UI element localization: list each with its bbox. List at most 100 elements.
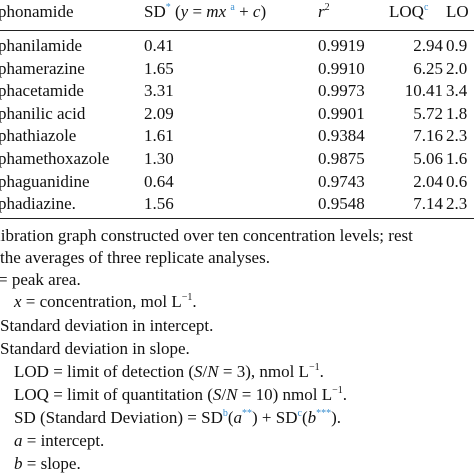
compound-name: phanilic acid [0, 103, 86, 123]
loq-value: 2.94 [413, 36, 443, 55]
header-lod: LO [446, 2, 469, 21]
note-lod-n: N [207, 362, 219, 381]
table-row: phanilic acid 2.09 0.9901 5.72 1.8 [0, 102, 474, 126]
table-row: phacetamide 3.31 0.9973 10.41 3.4 [0, 79, 474, 103]
note-calibration-text: libration graph constructed over ten con… [0, 226, 413, 245]
r2-value: 0.9875 [318, 149, 365, 168]
compound-name: phamerazine [0, 58, 85, 78]
lod-value: 0.9 [446, 36, 468, 55]
compound-name: phamethoxazole [0, 149, 110, 168]
table-header-row: phonamide SD* (y = mx a + c) r2 LOQc LO [0, 0, 474, 24]
loq-value: 2.04 [413, 171, 443, 191]
table-row: phamethoxazole 1.30 0.9875 5.06 1.6 [0, 147, 474, 171]
note-loq-end: . [342, 385, 347, 404]
r2-value: 0.9384 [318, 126, 365, 146]
note-sd-slope-text: Standard deviation in slope. [0, 339, 190, 358]
note-sd-intercept-text: Standard deviation in intercept. [0, 316, 214, 335]
note-peak-area-text: = peak area. [0, 270, 81, 289]
header-eq-plus: + [234, 2, 253, 21]
r2-value: 0.9919 [318, 36, 365, 55]
compound-name: phaguanidine [0, 171, 90, 191]
note-loq-slash: / [221, 385, 227, 404]
note-loq: LOQ = limit of quantitation (S/N = 10) n… [14, 383, 347, 407]
table-bottom-rule [0, 218, 474, 219]
note-sd-intercept: Standard deviation in intercept. [0, 314, 213, 338]
lod-value: 1.8 [446, 103, 468, 123]
header-eq-close: ) [260, 2, 267, 21]
note-intercept: a = intercept. [14, 429, 104, 453]
note-sd-a: SD (Standard Deviation) = SD [14, 408, 223, 427]
header-rule [0, 30, 474, 31]
note-concentration-var: x [14, 292, 22, 311]
table-row: phamerazine 1.65 0.9910 6.25 2.0 [0, 57, 474, 81]
note-loq-exp: −1 [332, 385, 343, 396]
note-lod-b: = 3), nmol L [218, 362, 309, 381]
compound-name: phathiazole [0, 126, 77, 146]
r2-value: 0.9973 [318, 81, 365, 101]
note-sd-stars-2[interactable]: ** [242, 408, 253, 419]
table-row: phadiazine. 1.56 0.9548 7.14 2.3 [0, 192, 474, 216]
header-sd-footnote-marker[interactable]: * [165, 2, 171, 13]
sd-value: 1.56 [144, 194, 174, 214]
sd-value: 0.64 [144, 171, 174, 191]
loq-value: 7.14 [413, 194, 443, 214]
table-row: phathiazole 1.61 0.9384 7.16 2.3 [0, 124, 474, 148]
note-sd-d: ) + SD [252, 408, 298, 427]
note-sd-stars-3[interactable]: *** [316, 408, 332, 419]
note-peak-area: = peak area. [0, 268, 81, 292]
note-sd-a-var: a [233, 408, 243, 427]
note-intercept-text: = intercept. [22, 431, 105, 450]
note-slope-text: = slope. [22, 454, 81, 473]
note-concentration: x = concentration, mol L−1. [14, 290, 197, 314]
note-lod-end: . [319, 362, 324, 381]
header-sd-equation: SD* (y = mx a + c) [144, 0, 266, 27]
table-row: phaguanidine 0.64 0.9743 2.04 0.6 [0, 170, 474, 194]
note-sd-end: ). [331, 408, 342, 427]
note-lod-a: LOD = limit of detection ( [14, 362, 195, 381]
note-slope: b = slope. [14, 452, 81, 474]
r2-value: 0.9548 [318, 194, 365, 214]
note-averages-text: the averages of three replicate analyses… [0, 248, 270, 267]
header-compound: phonamide [0, 2, 74, 21]
note-calibration: libration graph constructed over ten con… [0, 224, 413, 248]
r2-value: 0.9743 [318, 171, 365, 191]
note-loq-b: = 10) nmol L [237, 385, 333, 404]
header-eq-footnote-marker[interactable]: a [230, 2, 235, 13]
note-sd-definition: SD (Standard Deviation) = SDb(a**) + SDc… [14, 406, 341, 430]
note-sd-marker-b[interactable]: b [222, 408, 228, 419]
note-sd-marker-c[interactable]: c [297, 408, 302, 419]
lod-value: 3.4 [446, 81, 468, 101]
header-loq: LOQc [389, 0, 428, 27]
header-loq-footnote-marker[interactable]: c [423, 2, 429, 13]
note-lod-s: S [194, 362, 203, 381]
loq-value: 5.06 [413, 149, 443, 168]
header-eq-y: y [180, 2, 189, 21]
header-r2: r2 [318, 0, 330, 27]
lod-value: 1.6 [446, 149, 468, 168]
header-sd-label: SD [144, 2, 166, 21]
note-loq-s: S [212, 385, 222, 404]
header-r2-exponent: 2 [324, 2, 330, 13]
header-loq-label: LOQ [389, 2, 424, 21]
note-lod: LOD = limit of detection (S/N = 3), nmol… [14, 360, 324, 384]
sd-value: 0.41 [144, 36, 174, 55]
sd-value: 1.65 [144, 58, 174, 78]
note-averages: the averages of three replicate analyses… [0, 246, 270, 270]
note-lod-exp: −1 [308, 362, 320, 373]
note-lod-slash: / [202, 362, 208, 381]
r2-value: 0.9901 [318, 103, 365, 123]
table-row: phanilamide 0.41 0.9919 2.94 0.9 [0, 34, 474, 58]
compound-name: phacetamide [0, 81, 84, 101]
header-eq-mx: mx [206, 2, 227, 21]
sd-value: 3.31 [144, 81, 174, 101]
lod-value: 2.3 [446, 194, 468, 214]
note-sd-b-var: b [307, 408, 317, 427]
note-loq-a: LOQ = limit of quantitation ( [14, 385, 213, 404]
note-concentration-end: . [192, 292, 197, 311]
sd-value: 2.09 [144, 103, 174, 123]
loq-value: 10.41 [404, 81, 443, 101]
note-concentration-exp: −1 [181, 292, 193, 303]
loq-value: 5.72 [413, 103, 443, 123]
lod-value: 2.0 [446, 58, 468, 78]
note-sd-paren-open-2: ( [301, 408, 308, 427]
